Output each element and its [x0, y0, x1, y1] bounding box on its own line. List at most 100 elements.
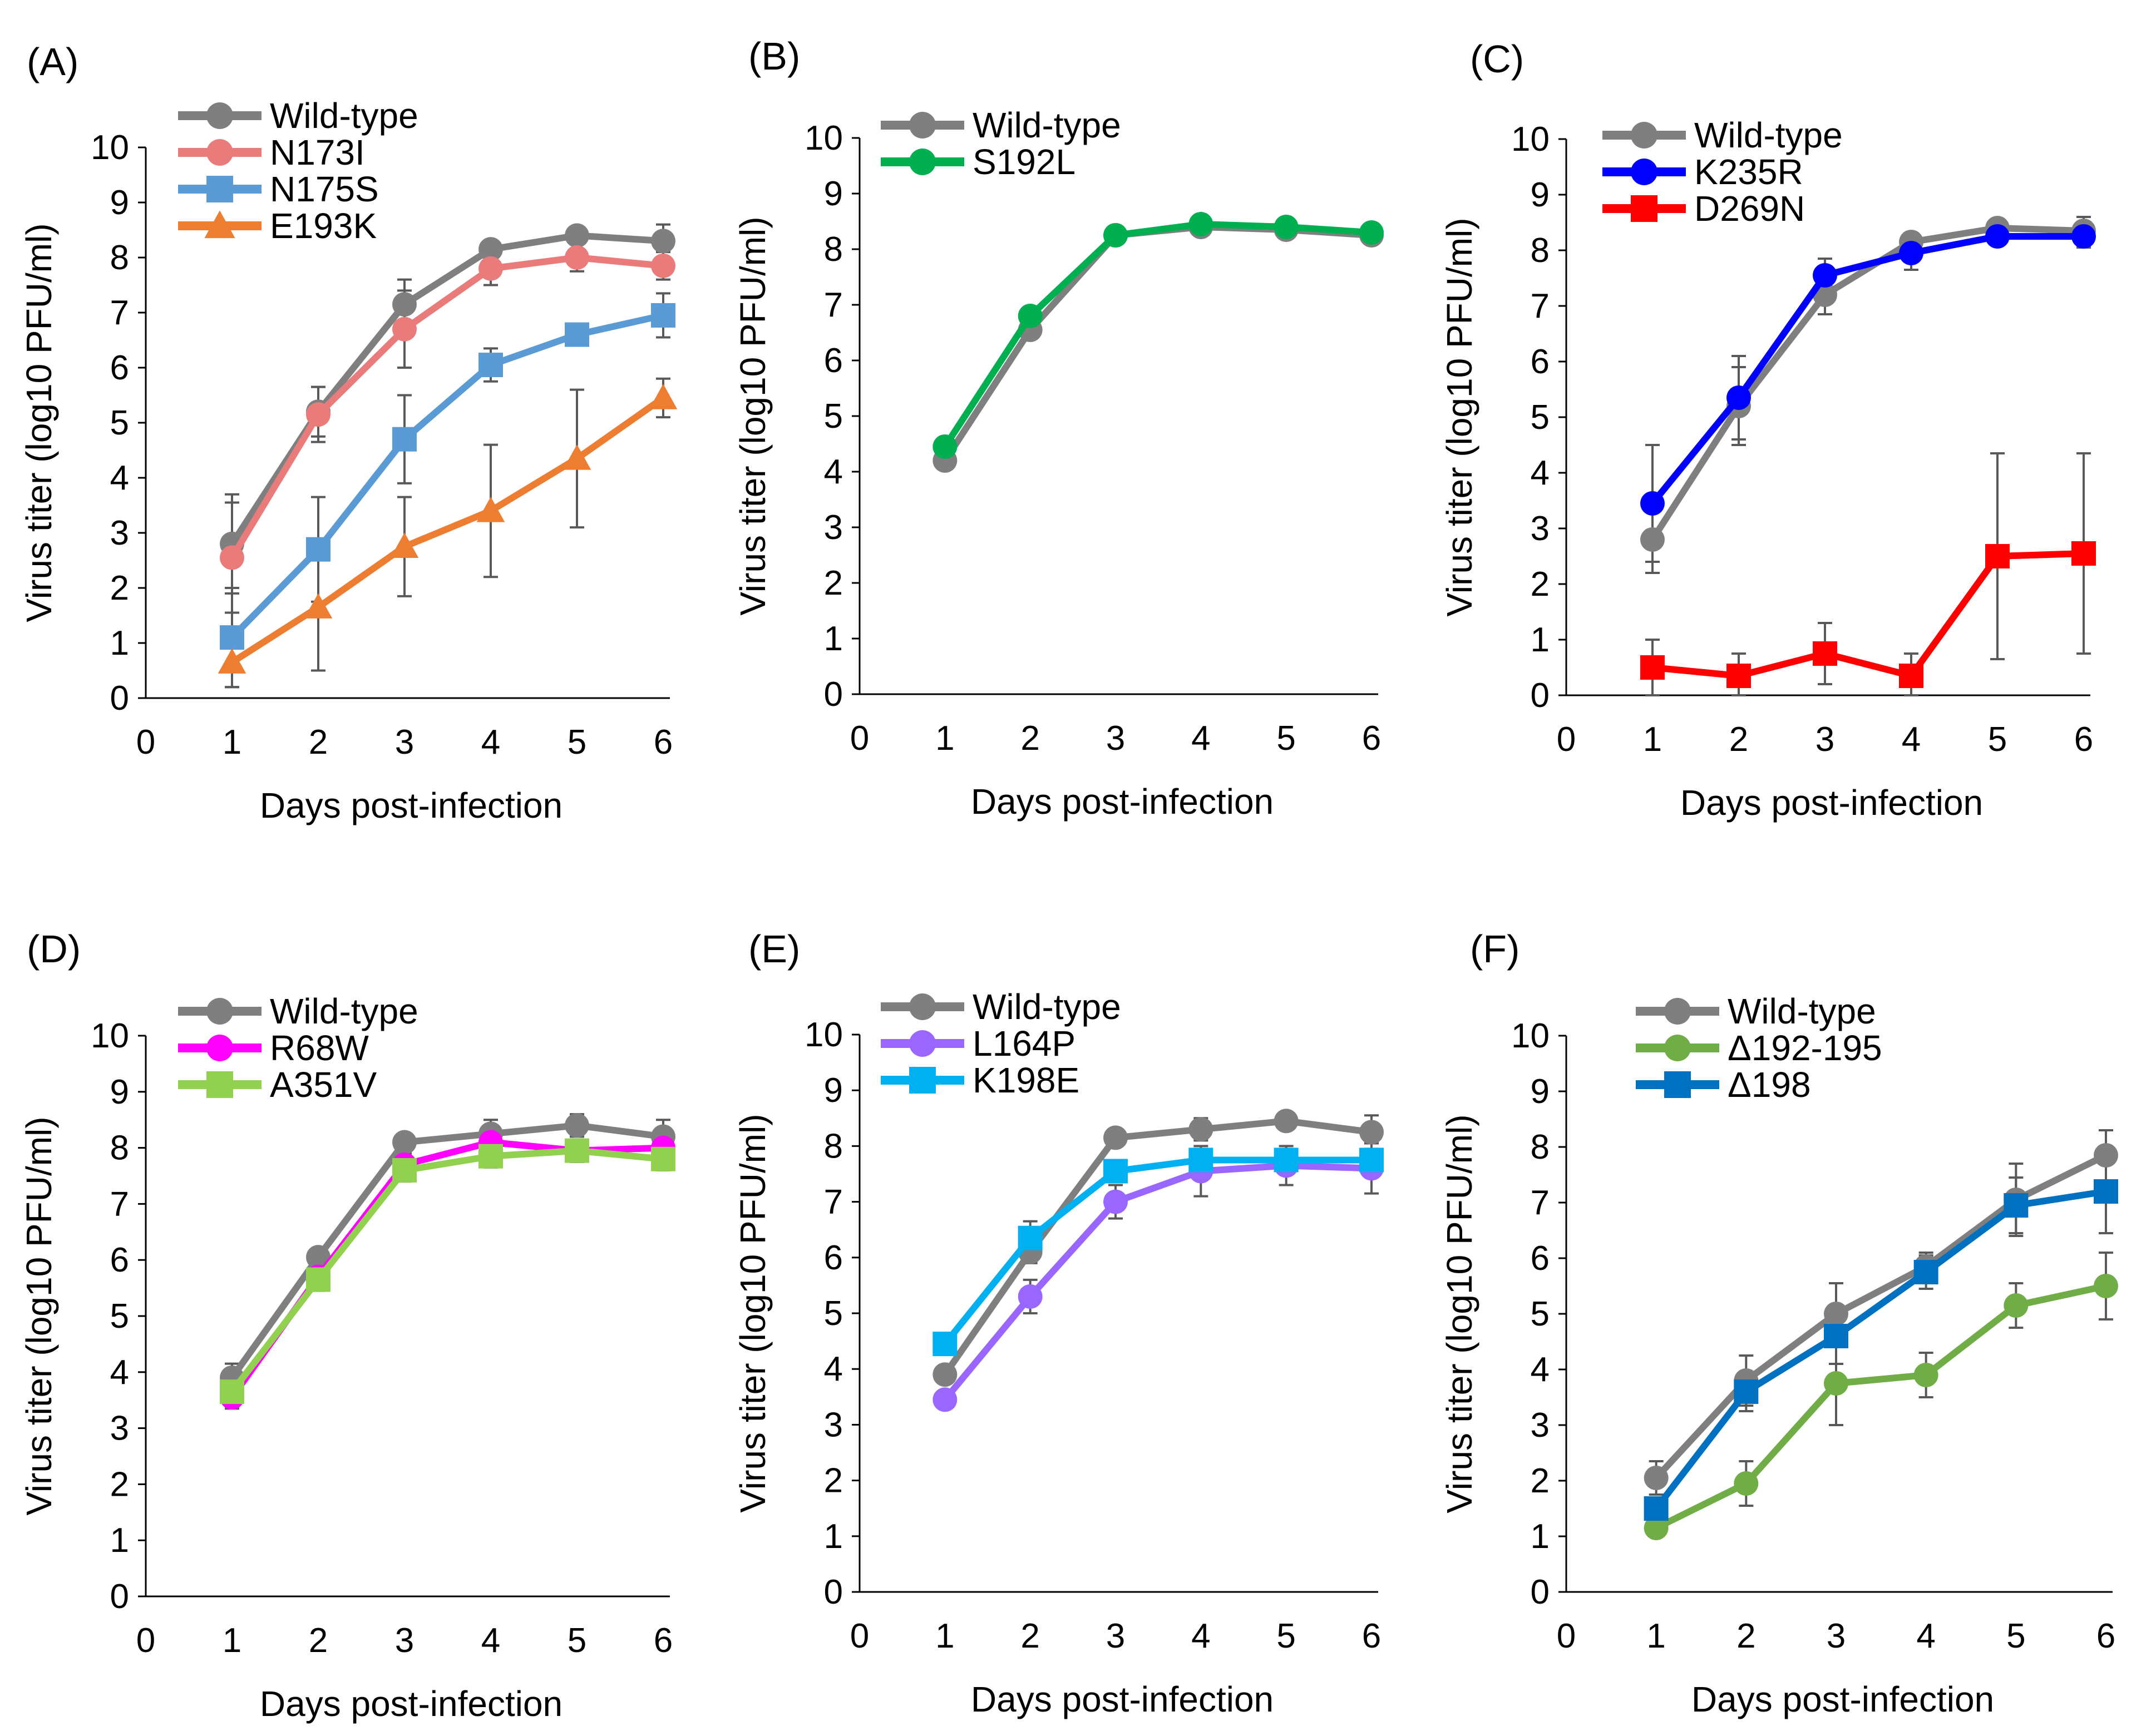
data-point	[478, 256, 503, 281]
series-1	[220, 1113, 675, 1390]
panel-label: (B)	[748, 34, 800, 78]
data-point	[933, 1362, 958, 1387]
legend-swatch-marker	[206, 1035, 233, 1061]
legend-label: Wild-type	[973, 987, 1121, 1027]
panel-label: (A)	[27, 40, 78, 83]
y-tick-label: 1	[110, 1521, 129, 1560]
data-point	[649, 384, 678, 409]
y-tick-label: 8	[1531, 231, 1550, 270]
chart-panel-5: (E) 0 1 2 3 4 5 6 7 8 9 10 0 1 2 3 4 5 6 Days post-infectio…	[733, 927, 1384, 1719]
series-line	[230, 395, 665, 665]
data-point	[565, 245, 589, 270]
y-tick-label: 10	[91, 1017, 129, 1055]
y-tick-label: 10	[1511, 120, 1550, 159]
y-tick-label: 5	[110, 1297, 129, 1336]
x-tick-label: 2	[1020, 719, 1039, 758]
series-1	[933, 1109, 1384, 1387]
y-tick-label: 4	[1531, 1351, 1550, 1389]
legend-swatch-marker	[909, 993, 936, 1020]
y-tick-label: 3	[110, 1409, 129, 1448]
panel-label: (C)	[1470, 37, 1524, 81]
data-point	[2071, 224, 2096, 249]
y-axis-title: Virus titer (log10 PFU/ml)	[733, 216, 773, 615]
y-axis-title: Virus titer (log10 PFU/ml)	[1439, 1114, 1479, 1513]
y-tick-label: 3	[110, 514, 129, 552]
error-bars-4	[225, 377, 670, 689]
x-tick-label: 5	[1276, 1617, 1295, 1655]
data-point	[306, 1267, 330, 1292]
legend-swatch-marker	[1631, 159, 1657, 185]
series-line	[942, 1117, 1372, 1377]
legend-swatch-marker	[206, 176, 233, 202]
series-line	[1652, 550, 2084, 679]
data-point	[651, 253, 675, 278]
series-2	[933, 212, 1384, 459]
y-tick-label: 6	[1531, 343, 1550, 381]
x-axis-title: Days post-infection	[1680, 783, 1983, 823]
series-line	[942, 1156, 1371, 1346]
series-3	[220, 303, 675, 650]
data-point	[1913, 1260, 1938, 1284]
data-point	[1824, 1324, 1848, 1348]
series-line	[229, 1147, 664, 1394]
data-point	[1018, 1284, 1043, 1309]
y-tick-label: 7	[110, 294, 129, 332]
legend-label: N173I	[270, 132, 365, 172]
x-tick-label: 2	[309, 723, 328, 761]
data-point	[2071, 541, 2096, 566]
data-point	[933, 1332, 958, 1357]
chart-panel-2: (B) 0 1 2 3 4 5 6 7 8 9 10 0 1 2 3 4 5 6 Days post-infectio…	[733, 34, 1384, 822]
data-point	[2094, 1179, 2118, 1204]
data-point	[2004, 1193, 2029, 1218]
legend-swatch-marker	[1631, 122, 1657, 149]
x-axis-title: Days post-infection	[1691, 1679, 1994, 1719]
data-point	[1899, 241, 1923, 265]
data-point	[1899, 664, 1923, 688]
data-point	[651, 229, 675, 254]
y-tick-label: 1	[110, 624, 129, 662]
legend-label: Wild-type	[1728, 991, 1876, 1031]
error-bars-2	[938, 217, 1379, 453]
y-tick-label: 7	[1531, 1184, 1550, 1222]
error-bars-2	[225, 1130, 670, 1410]
data-point	[1188, 212, 1213, 236]
y-tick-label: 3	[824, 1406, 843, 1444]
series-3	[1640, 541, 2096, 688]
data-point	[220, 1379, 244, 1404]
legend-label: A351V	[270, 1065, 377, 1105]
x-tick-label: 3	[395, 1621, 414, 1660]
x-tick-label: 1	[223, 1621, 241, 1660]
series-line	[1649, 225, 2084, 542]
x-tick-label: 0	[850, 1617, 869, 1655]
x-tick-label: 4	[1902, 720, 1921, 759]
y-tick-label: 2	[824, 1462, 843, 1500]
data-point	[218, 648, 246, 674]
error-bars-2	[1649, 1252, 2113, 1535]
x-tick-label: 6	[654, 723, 673, 761]
data-point	[304, 593, 333, 619]
data-point	[1644, 1496, 1669, 1521]
data-point	[306, 1245, 330, 1270]
data-point	[1640, 527, 1665, 552]
series-line	[942, 1162, 1372, 1402]
y-tick-label: 6	[110, 349, 129, 387]
legend-swatch-marker	[909, 149, 936, 175]
legend-label: K235R	[1694, 152, 1803, 192]
y-tick-label: 6	[110, 1241, 129, 1279]
x-axis-title: Days post-infection	[971, 1679, 1274, 1719]
legend-label: K198E	[973, 1060, 1079, 1100]
y-tick-label: 10	[1511, 1017, 1550, 1055]
data-point	[1359, 1120, 1384, 1145]
data-point	[1644, 1516, 1669, 1540]
data-point	[2094, 1143, 2118, 1168]
y-tick-label: 8	[110, 1129, 129, 1168]
series-line	[942, 221, 1372, 449]
chart-panel-6: (F) 0 1 2 3 4 5 6 7 8 9 10 0 1 2 3 4 5 6 Days post-infectio…	[1439, 927, 2118, 1719]
x-tick-label: 1	[223, 723, 241, 761]
x-tick-label: 2	[1736, 1617, 1755, 1655]
x-tick-label: 3	[1106, 719, 1125, 758]
data-point	[1734, 1471, 1759, 1496]
x-tick-label: 1	[935, 1617, 954, 1655]
data-point	[651, 1146, 675, 1171]
series-1	[933, 215, 1384, 473]
